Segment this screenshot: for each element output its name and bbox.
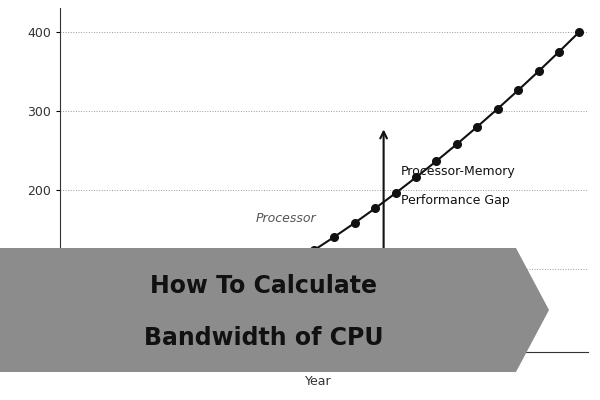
Text: Processor: Processor	[256, 212, 316, 226]
Text: Processor-Memory: Processor-Memory	[401, 165, 515, 178]
Text: Performance Gap: Performance Gap	[401, 194, 509, 207]
Text: Bandwidth of CPU: Bandwidth of CPU	[144, 326, 384, 350]
Text: How To Calculate: How To Calculate	[151, 274, 377, 298]
Text: Year: Year	[305, 375, 331, 388]
